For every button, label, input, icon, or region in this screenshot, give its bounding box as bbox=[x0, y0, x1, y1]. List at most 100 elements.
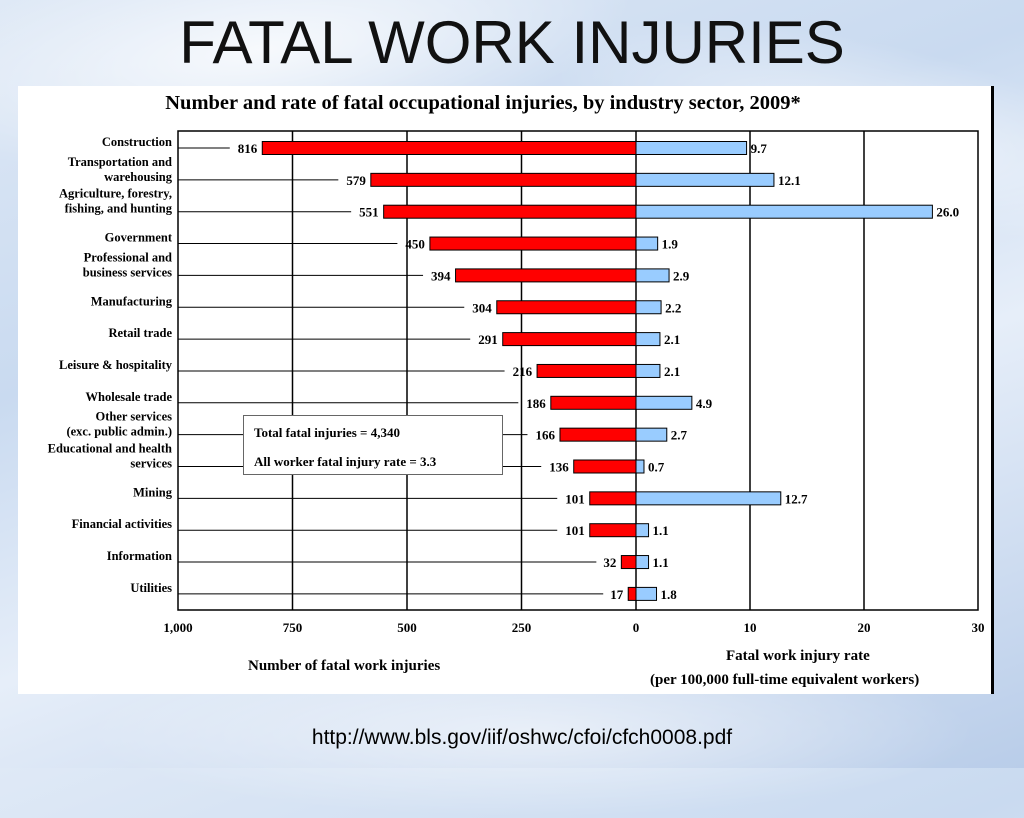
rate-value-label: 1.1 bbox=[653, 555, 669, 570]
rate-value-label: 2.7 bbox=[671, 428, 688, 443]
count-bar bbox=[455, 268, 637, 283]
rate-bar bbox=[635, 586, 658, 601]
category-label: warehousing bbox=[104, 170, 173, 184]
rate-value-label: 1.1 bbox=[653, 523, 669, 538]
category-label: Agriculture, forestry, bbox=[59, 187, 172, 201]
count-bar bbox=[370, 172, 637, 187]
category-label: Mining bbox=[133, 485, 173, 499]
rate-bar bbox=[635, 332, 661, 347]
count-value-label: 579 bbox=[346, 173, 366, 188]
count-bar bbox=[589, 523, 637, 538]
count-value-label: 291 bbox=[478, 332, 498, 347]
category-label: Wholesale trade bbox=[86, 390, 173, 404]
total-injuries-text: Total fatal injuries = 4,340 bbox=[254, 425, 400, 440]
count-bar bbox=[627, 586, 637, 601]
count-bar bbox=[550, 395, 637, 410]
totals-annotation: Total fatal injuries = 4,340 All worker … bbox=[243, 415, 503, 475]
rate-bar bbox=[635, 141, 748, 155]
category-label: Construction bbox=[102, 135, 172, 149]
count-value-label: 450 bbox=[405, 237, 425, 252]
category-label: Leisure & hospitality bbox=[59, 358, 173, 372]
x-tick-label: 20 bbox=[858, 620, 871, 635]
count-bar bbox=[573, 459, 637, 474]
category-label: Utilities bbox=[130, 581, 172, 595]
rate-bar bbox=[635, 236, 659, 251]
rate-value-label: 2.9 bbox=[673, 268, 690, 283]
fatal-rate-text: All worker fatal injury rate = 3.3 bbox=[254, 454, 437, 469]
category-label: Government bbox=[105, 231, 173, 245]
count-value-label: 101 bbox=[565, 491, 585, 506]
x-tick-label: 0 bbox=[633, 620, 640, 635]
x-tick-label: 30 bbox=[972, 620, 985, 635]
category-label: services bbox=[130, 457, 172, 471]
count-value-label: 216 bbox=[513, 364, 533, 379]
count-value-label: 17 bbox=[610, 587, 624, 602]
rate-value-label: 12.1 bbox=[778, 173, 801, 188]
rate-value-label: 2.2 bbox=[665, 300, 681, 315]
x-tick-label: 500 bbox=[397, 620, 417, 635]
rate-bar bbox=[635, 427, 668, 442]
right-axis-subtitle: (per 100,000 full-time equivalent worker… bbox=[650, 672, 920, 688]
x-tick-label: 750 bbox=[283, 620, 303, 635]
count-value-label: 166 bbox=[535, 428, 555, 443]
category-label: Information bbox=[107, 549, 172, 563]
rate-value-label: 9.7 bbox=[751, 141, 768, 156]
x-tick-label: 1,000 bbox=[163, 620, 192, 635]
category-label: Professional and bbox=[84, 250, 172, 264]
count-value-label: 551 bbox=[359, 205, 379, 220]
rate-bar bbox=[635, 172, 775, 187]
rate-value-label: 12.7 bbox=[785, 491, 808, 506]
count-bar bbox=[536, 363, 637, 378]
count-value-label: 32 bbox=[603, 555, 616, 570]
category-label: Financial activities bbox=[72, 517, 172, 531]
count-value-label: 304 bbox=[472, 300, 492, 315]
category-label: Retail trade bbox=[108, 326, 172, 340]
x-tick-label: 10 bbox=[744, 620, 757, 635]
x-tick-label: 250 bbox=[512, 620, 532, 635]
category-label: fishing, and hunting bbox=[65, 202, 173, 216]
right-axis-title: Fatal work injury rate bbox=[726, 648, 870, 664]
chart-panel bbox=[18, 86, 994, 694]
count-bar bbox=[261, 141, 637, 155]
count-value-label: 101 bbox=[565, 523, 585, 538]
rate-value-label: 1.8 bbox=[661, 587, 678, 602]
category-label: business services bbox=[83, 265, 172, 279]
category-label: Transportation and bbox=[68, 155, 172, 169]
count-bar bbox=[589, 491, 637, 506]
category-label: (exc. public admin.) bbox=[66, 425, 172, 439]
rate-bar bbox=[635, 459, 645, 474]
chart-title: Number and rate of fatal occupational in… bbox=[165, 92, 801, 114]
count-bar bbox=[496, 300, 637, 315]
rate-bar bbox=[635, 204, 933, 219]
panel-border bbox=[991, 86, 994, 694]
rate-value-label: 4.9 bbox=[696, 396, 713, 411]
count-value-label: 816 bbox=[238, 141, 258, 156]
count-value-label: 186 bbox=[526, 396, 546, 411]
slide-title: FATAL WORK INJURIES bbox=[179, 9, 845, 76]
rate-value-label: 26.0 bbox=[936, 205, 959, 220]
rate-bar bbox=[635, 491, 782, 506]
rate-bar bbox=[635, 268, 670, 283]
chart-svg: 1,000 750 500 250 0 10 20 30 Construction 816 9.7 T… bbox=[48, 130, 985, 635]
count-bar bbox=[383, 204, 637, 219]
left-axis-title: Number of fatal work injuries bbox=[248, 658, 441, 674]
rate-value-label: 1.9 bbox=[662, 237, 679, 252]
category-label: Other services bbox=[96, 410, 173, 424]
source-link[interactable]: http://www.bls.gov/iif/oshwc/cfoi/cfch00… bbox=[311, 726, 733, 749]
rate-bar bbox=[635, 363, 661, 378]
rate-bar bbox=[635, 555, 650, 570]
rate-value-label: 2.1 bbox=[664, 364, 680, 379]
count-value-label: 394 bbox=[431, 268, 451, 283]
category-label: Educational and health bbox=[48, 442, 172, 456]
rate-value-label: 2.1 bbox=[664, 332, 680, 347]
count-bar bbox=[620, 555, 637, 570]
rate-bar bbox=[635, 395, 693, 410]
category-label: Manufacturing bbox=[91, 294, 173, 308]
count-bar bbox=[429, 236, 637, 251]
count-bar bbox=[502, 332, 637, 347]
count-value-label: 136 bbox=[549, 460, 569, 475]
rate-bar bbox=[635, 523, 650, 538]
rate-bar bbox=[635, 300, 662, 315]
rate-value-label: 0.7 bbox=[648, 460, 665, 475]
count-bar bbox=[559, 427, 637, 442]
